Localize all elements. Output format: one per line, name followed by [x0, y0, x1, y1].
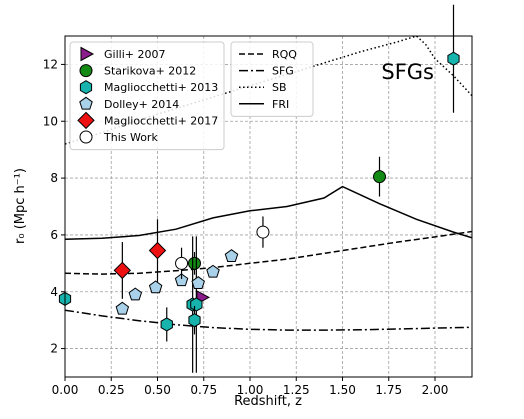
- y-axis-ticks: 2 4 6 8 10 12: [43, 57, 65, 356]
- legend-label: Magliocchetti+ 2017: [104, 114, 218, 127]
- legend-label: This Work: [103, 131, 158, 144]
- x-tick-label: 0.75: [190, 383, 217, 397]
- legend-marker: [80, 46, 95, 62]
- point-starikova-2012: [373, 170, 386, 184]
- y-axis-label: r₀ (Mpc h⁻¹): [13, 168, 28, 244]
- y-tick-label: 12: [43, 57, 58, 71]
- point-dolley-2014: [115, 301, 130, 315]
- x-axis-label: Redshift, z: [234, 394, 302, 409]
- curve-fri: [65, 185, 472, 240]
- point-magliocchetti-2017: [148, 241, 167, 260]
- legend-marker: [79, 80, 93, 95]
- legend-label: SFG: [272, 65, 294, 78]
- x-tick-label: 0.00: [52, 383, 79, 397]
- legend-box: [69, 41, 225, 151]
- sfgs-annotation: SFGs: [381, 60, 434, 84]
- point-this-work: [256, 225, 270, 239]
- y-tick-label: 8: [50, 171, 58, 185]
- x-tick-label: 2.00: [422, 383, 449, 397]
- legend-markers: Gilli+ 2007 Starikova+ 2012 Magliocchetti+…: [69, 41, 225, 151]
- legend-label: FRI: [272, 98, 289, 111]
- point-magliocchetti-2013: [190, 297, 203, 312]
- point-dolley-2014: [191, 276, 205, 289]
- point-magliocchetti-2013: [160, 317, 173, 332]
- x-tick-label: 1.25: [283, 383, 310, 397]
- x-tick-label: 1.75: [375, 383, 402, 397]
- point-dolley-2014: [148, 280, 163, 294]
- x-tick-label: 1.50: [329, 383, 356, 397]
- legend-label: Magliocchetti+ 2013: [104, 81, 218, 94]
- point-magliocchetti-2013: [447, 51, 460, 66]
- legend-marker: [79, 96, 93, 110]
- model-curves: [65, 36, 472, 331]
- legend-label: Starikova+ 2012: [104, 65, 196, 78]
- legend-label: SB: [272, 81, 287, 94]
- point-starikova-2012: [188, 256, 201, 270]
- y-tick-label: 6: [50, 228, 58, 242]
- point-dolley-2014: [224, 249, 239, 262]
- legend-marker: [79, 130, 93, 144]
- x-axis-ticks: 0.00 0.25 0.50 0.75 1.00 1.25 1.50 1.75 2.00: [52, 377, 449, 397]
- point-dolley-2014: [128, 287, 143, 301]
- legend-marker: [79, 64, 93, 78]
- point-dolley-2014: [206, 264, 220, 278]
- curve-sfg: [65, 309, 472, 331]
- legend-label: Gilli+ 2007: [104, 48, 165, 61]
- point-magliocchetti-2013: [188, 313, 201, 328]
- y-tick-label: 10: [43, 114, 58, 128]
- point-magliocchetti-2017: [113, 261, 132, 280]
- y-tick-label: 4: [50, 285, 58, 299]
- legend-label: Dolley+ 2014: [104, 98, 179, 111]
- point-dolley-2014: [174, 273, 189, 287]
- x-tick-label: 1.00: [237, 383, 264, 397]
- x-tick-label: 0.25: [98, 383, 125, 397]
- legend-marker: [77, 111, 95, 130]
- legend-lines-box: [230, 41, 314, 117]
- legend-lines: RQQ SFG SB FRI: [230, 41, 314, 117]
- y-tick-label: 2: [50, 342, 58, 356]
- plot-frame: [64, 35, 473, 378]
- point-this-work: [175, 256, 189, 270]
- x-tick-label: 0.50: [144, 383, 171, 397]
- legend-label: RQQ: [272, 48, 297, 61]
- curve-rqq: [65, 230, 472, 275]
